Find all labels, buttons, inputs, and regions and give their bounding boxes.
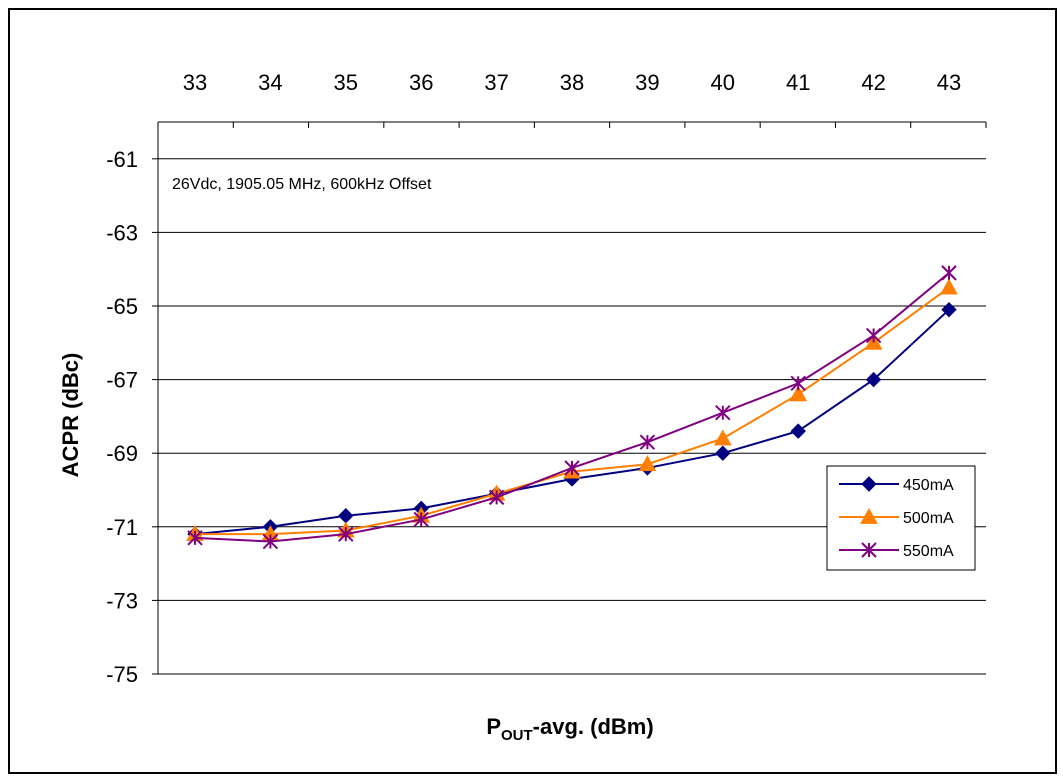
y-tick-label: -61: [106, 147, 138, 172]
x-axis-title-subscript: OUT: [501, 727, 533, 744]
x-tick-label: 43: [937, 70, 961, 95]
x-axis-title: POUT-avg. (dBm): [486, 714, 653, 744]
data-point-star: [488, 489, 505, 506]
data-point-diamond: [338, 508, 354, 524]
data-point-triangle: [940, 278, 958, 295]
legend-label: 550mA: [903, 543, 954, 560]
data-point-star: [865, 327, 882, 344]
x-tick-label: 36: [409, 70, 433, 95]
data-point-triangle: [789, 385, 808, 402]
chart-frame: [8, 8, 1057, 774]
x-tick-label: 34: [258, 70, 282, 95]
legend-label: 500mA: [903, 510, 954, 527]
x-axis-title-main: P: [486, 714, 501, 739]
data-point-star: [564, 460, 580, 476]
data-point-triangle: [713, 429, 732, 446]
legend-label: 450mA: [903, 477, 954, 494]
data-point-triangle: [638, 455, 657, 472]
y-tick-label: -75: [106, 662, 138, 687]
x-tick-label: 37: [484, 70, 508, 95]
data-point-diamond: [790, 423, 806, 439]
data-point-star: [861, 542, 877, 558]
grid-layer: [158, 158, 986, 675]
y-tick-label: -67: [106, 368, 138, 393]
y-tick-label: -73: [106, 588, 138, 613]
data-point-diamond: [865, 371, 882, 388]
data-point-diamond: [861, 476, 877, 492]
y-tick-label: -71: [106, 515, 138, 540]
data-point-star: [338, 526, 354, 542]
data-point-star: [262, 533, 279, 550]
y-tick-label: -65: [106, 294, 138, 319]
data-point-star: [187, 530, 203, 546]
x-tick-label: 41: [786, 70, 810, 95]
data-point-diamond: [715, 445, 731, 461]
data-point-star: [715, 405, 731, 421]
data-point-triangle: [860, 507, 878, 524]
y-axis-title: ACPR (dBc): [58, 353, 83, 478]
x-tick-label: 38: [560, 70, 584, 95]
x-tick-label: 42: [861, 70, 885, 95]
legend: 450mA 500mA 550mA: [826, 465, 976, 571]
y-tick-label: -69: [106, 441, 138, 466]
y-tick-label: -63: [106, 220, 138, 245]
x-axis-title-rest: -avg. (dBm): [533, 714, 654, 739]
data-point-star: [639, 434, 656, 450]
x-tick-label: 40: [711, 70, 735, 95]
series-layer: [186, 265, 958, 550]
axis-layer: -61 -63 -65 -67 -69 -71 -73 -75 33 34 35 36 37 38 39 40…: [106, 70, 987, 687]
x-tick-label: 35: [334, 70, 358, 95]
x-tick-label: 33: [183, 70, 207, 95]
chart-annotation: 26Vdc, 1905.05 MHz, 600kHz Offset: [172, 176, 432, 193]
data-point-star: [413, 511, 429, 528]
data-point-diamond: [941, 301, 957, 318]
data-point-star: [790, 375, 806, 391]
data-point-star: [941, 265, 957, 281]
x-tick-label: 39: [635, 70, 659, 95]
